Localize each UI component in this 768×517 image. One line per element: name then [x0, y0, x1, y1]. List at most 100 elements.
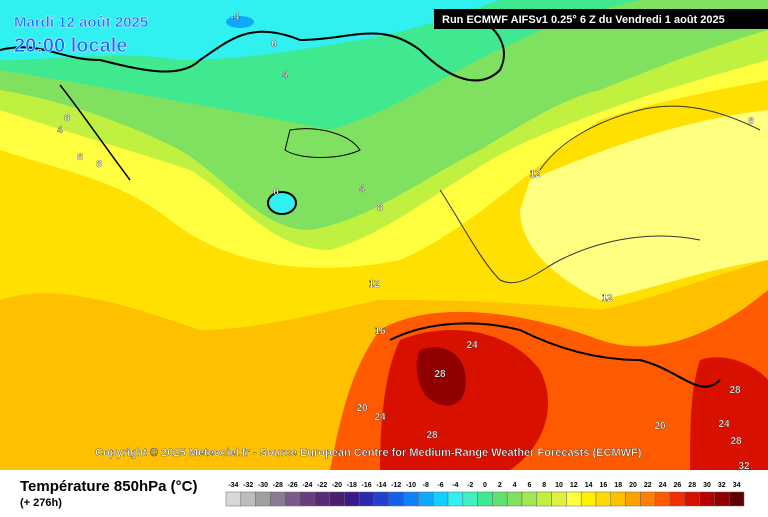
scale-label: 14: [585, 482, 593, 489]
contour-label: 0: [273, 187, 279, 198]
scale-label: -32: [243, 482, 253, 489]
contour-label: 4: [57, 125, 63, 136]
lead-time: (+ 276h): [20, 497, 62, 509]
contour-label: 24: [374, 412, 386, 423]
scale-label: -24: [302, 482, 312, 489]
contour-label: 0: [271, 39, 277, 50]
scale-swatch: [669, 491, 686, 507]
scale-swatch: [358, 491, 375, 507]
scale-swatch: [462, 491, 478, 507]
scale-swatch: [566, 491, 582, 507]
scale-swatch: [314, 491, 330, 507]
scale-swatch: [329, 491, 345, 507]
contour-label: -4: [231, 12, 240, 23]
scale-swatch: [418, 491, 434, 507]
scale-label: 32: [718, 482, 726, 489]
run-info: Run ECMWF AIFSv1 0.25° 6 Z du Vendredi 1…: [442, 14, 725, 26]
contour-label: 4: [282, 70, 288, 81]
scale-swatch: [536, 491, 552, 507]
scale-swatch: [699, 491, 715, 507]
contour-label: 12: [529, 169, 541, 180]
scale-swatch: [299, 491, 316, 507]
scale-swatch: [240, 491, 256, 507]
scale-swatch: [580, 491, 597, 507]
scale-label: 26: [674, 482, 682, 489]
contour-label: 4: [359, 184, 365, 195]
scale-label: 18: [614, 482, 622, 489]
scale-swatch: [225, 491, 242, 507]
contour-label: 12: [368, 279, 380, 290]
scale-swatch: [654, 491, 671, 507]
scale-label: 24: [659, 482, 667, 489]
scale-label: 4: [513, 482, 517, 489]
scale-swatch: [255, 491, 271, 507]
scale-label: 12: [570, 482, 578, 489]
scale-label: 30: [703, 482, 711, 489]
contour-label: 20: [356, 403, 368, 414]
scale-label: -2: [467, 482, 473, 489]
contour-label: 16: [374, 326, 386, 337]
scale-label: 20: [629, 482, 637, 489]
contour-label: 32: [738, 461, 750, 472]
scale-label: -14: [376, 482, 386, 489]
scale-label: -12: [391, 482, 401, 489]
scale-label: -10: [406, 482, 416, 489]
contour-label: 28: [434, 369, 446, 380]
contour-label: 28: [729, 385, 741, 396]
scale-swatch: [447, 491, 464, 507]
scale-swatch: [432, 491, 449, 507]
contour-label: 8: [96, 159, 102, 170]
scale-label: -30: [258, 482, 268, 489]
color-scale: -34 -32 -30 -28 -26 -24 -22 -20 -18 -16 -14 -12 -10-…: [225, 482, 745, 507]
scale-swatch: [728, 491, 745, 507]
scale-label: 10: [555, 482, 563, 489]
copyright: Copyright © 2025 Meteociel.fr - Source E…: [95, 447, 642, 459]
scale-label: 34: [733, 482, 741, 489]
forecast-time: 20:00 locale: [14, 35, 127, 57]
scale-swatch: [625, 491, 641, 507]
scale-label: -8: [423, 482, 429, 489]
scale-swatch: [551, 491, 567, 507]
scale-label: -26: [288, 482, 298, 489]
scale-label: -20: [332, 482, 342, 489]
map-field: [0, 0, 768, 470]
scale-label: 0: [483, 482, 487, 489]
scale-label: -34: [228, 482, 238, 489]
contour-label: 8: [64, 113, 70, 124]
scale-label: -16: [362, 482, 372, 489]
scale-label: 6: [527, 482, 531, 489]
scale-swatch: [270, 491, 286, 507]
scale-swatch: [344, 491, 360, 507]
scale-label: -4: [452, 482, 458, 489]
scale-label: 16: [600, 482, 608, 489]
scale-label: -22: [317, 482, 327, 489]
contour-label: 28: [426, 430, 438, 441]
scale-label: -28: [273, 482, 283, 489]
contour-label: 24: [466, 340, 478, 351]
contour-label: 28: [730, 436, 742, 447]
scale-swatch: [373, 491, 390, 507]
scale-label: -18: [347, 482, 357, 489]
scale-label: 28: [688, 482, 696, 489]
contour-label: 24: [718, 419, 730, 430]
run-box: [434, 9, 768, 29]
contour-label: 12: [601, 293, 613, 304]
contour-label: 20: [654, 421, 666, 432]
scale-swatch: [403, 491, 419, 507]
scale-label: 8: [542, 482, 546, 489]
scale-swatch: [506, 491, 523, 507]
scale-swatch: [714, 491, 730, 507]
contour-label: 8: [77, 152, 83, 163]
scale-swatch: [521, 491, 538, 507]
scale-label: -6: [437, 482, 443, 489]
scale-swatch: [684, 491, 700, 507]
contour-label: 8: [748, 116, 754, 127]
scale-swatch: [610, 491, 626, 507]
scale-swatch: [640, 491, 656, 507]
forecast-date: Mardi 12 août 2025: [14, 14, 148, 31]
scale-swatch: [492, 491, 508, 507]
contour-label: 8: [377, 203, 383, 214]
scale-label: 2: [498, 482, 502, 489]
